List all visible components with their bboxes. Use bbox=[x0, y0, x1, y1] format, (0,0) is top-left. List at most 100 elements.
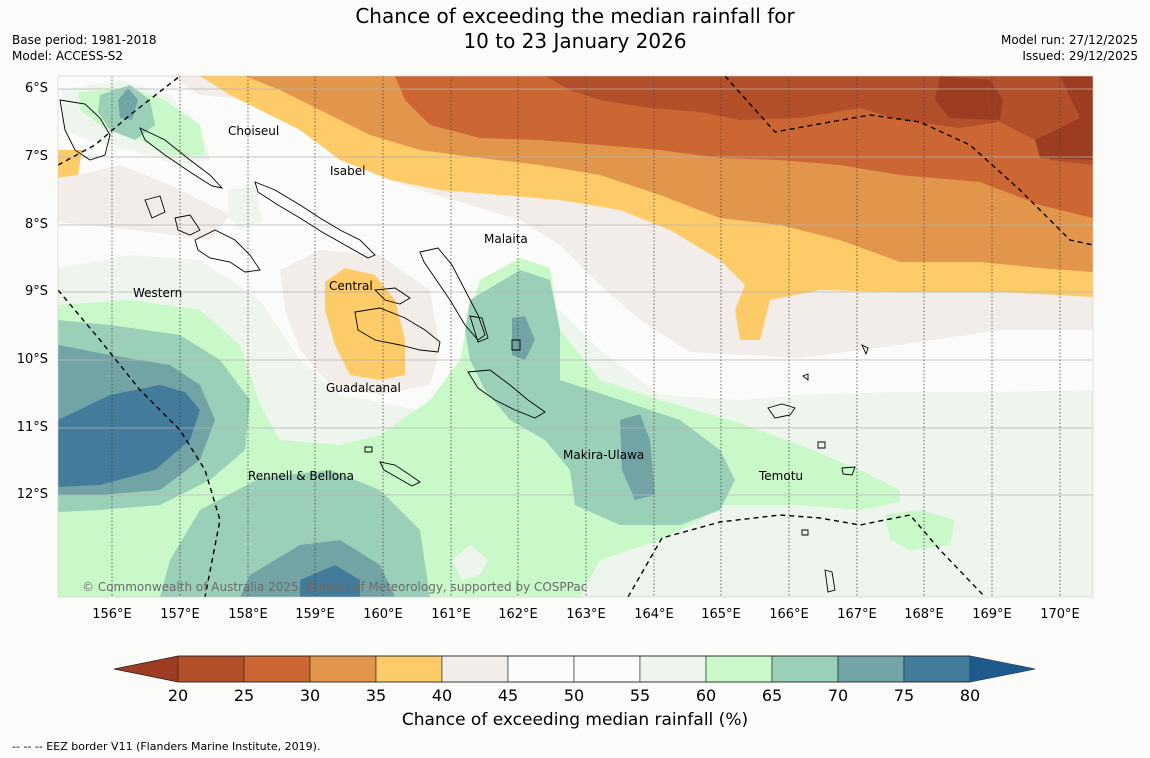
colorbar-tick-label: 35 bbox=[365, 686, 387, 705]
region-label-choiseul: Choiseul bbox=[228, 124, 280, 138]
lon-label: 159°E bbox=[295, 607, 335, 622]
colorbar-cell bbox=[771, 655, 839, 683]
colorbar-cell bbox=[573, 655, 641, 683]
lat-label: 12°S bbox=[16, 487, 48, 502]
colorbar-tick-label: 55 bbox=[629, 686, 651, 705]
malaita-island bbox=[419, 247, 486, 341]
colorbar-tick-label: 30 bbox=[299, 686, 321, 705]
contour-55-60-hole bbox=[452, 545, 488, 580]
colorbar-cell bbox=[507, 655, 575, 683]
colorbar-tick-label: 65 bbox=[761, 686, 783, 705]
eez-border bbox=[58, 76, 1093, 597]
model-name: Model: ACCESS-S2 bbox=[12, 49, 124, 63]
colorbar-cell bbox=[243, 655, 311, 683]
region-label-guadalcanal: Guadalcanal bbox=[326, 381, 401, 395]
colorbar-tick-label: 70 bbox=[827, 686, 849, 705]
colorbar-cell bbox=[639, 655, 707, 683]
florida-islands bbox=[374, 287, 411, 305]
lon-label: 161°E bbox=[431, 607, 471, 622]
colorbar-tick-label: 75 bbox=[893, 686, 915, 705]
bellona-island bbox=[364, 446, 373, 453]
choiseul-island bbox=[139, 127, 224, 189]
contour-below-20-east bbox=[1035, 76, 1093, 160]
duff-islands bbox=[861, 344, 869, 356]
lon-gridlines bbox=[111, 76, 1061, 597]
region-label-makira-ulawa: Makira-Ulawa bbox=[563, 448, 645, 462]
colorbar-cell bbox=[177, 655, 245, 683]
region-label-rennell-bellona: Rennell & Bellona bbox=[248, 469, 355, 483]
ulawa-island bbox=[511, 339, 521, 351]
base-period: Base period: 1981-2018 bbox=[12, 33, 157, 47]
colorbar-cell bbox=[837, 655, 905, 683]
rennell-island bbox=[379, 461, 421, 487]
map-frame bbox=[57, 75, 1094, 598]
colorbar-tick-label: 80 bbox=[959, 686, 981, 705]
lat-label: 6°S bbox=[24, 81, 48, 96]
colorbar-lower-arrow bbox=[114, 656, 178, 682]
region-label-isabel: Isabel bbox=[330, 164, 366, 178]
guadalcanal-island bbox=[354, 307, 441, 353]
contour-70-75-center2 bbox=[620, 414, 655, 500]
contour-60-65-east bbox=[885, 510, 955, 550]
lat-label: 10°S bbox=[16, 352, 48, 367]
colorbar-tick-label: 40 bbox=[431, 686, 453, 705]
issued-date: Issued: 29/12/2025 bbox=[1022, 49, 1138, 63]
colorbar-tick-label: 60 bbox=[695, 686, 717, 705]
colorbar-cell bbox=[309, 655, 377, 683]
eez-border-southeast bbox=[627, 514, 986, 597]
colorbar-tick-label: 50 bbox=[563, 686, 585, 705]
vanikoro-island bbox=[817, 441, 826, 449]
anuta-island bbox=[801, 529, 809, 536]
utupua-island bbox=[841, 466, 856, 476]
eez-border-west bbox=[58, 289, 221, 597]
colorbar-cells bbox=[113, 655, 1036, 683]
region-label-central: Central bbox=[329, 279, 373, 293]
title-line-2: 10 to 23 January 2026 bbox=[463, 29, 687, 53]
reef-islands bbox=[802, 373, 809, 381]
colorbar bbox=[113, 655, 1036, 683]
map-title: Chance of exceeding the median rainfall … bbox=[0, 4, 1150, 54]
islands bbox=[59, 99, 869, 593]
region-label-malaita: Malaita bbox=[484, 232, 528, 246]
lon-label: 170°E bbox=[1040, 607, 1080, 622]
new-georgia-island bbox=[174, 214, 201, 236]
small-malaita-island bbox=[469, 315, 489, 343]
colorbar-tick-label: 25 bbox=[233, 686, 255, 705]
santa-cruz-island bbox=[767, 403, 796, 419]
lon-label: 165°E bbox=[701, 607, 741, 622]
lat-label: 9°S bbox=[24, 284, 48, 299]
lon-label: 167°E bbox=[837, 607, 877, 622]
contour-35-40-central bbox=[325, 268, 405, 380]
lat-label: 8°S bbox=[24, 217, 48, 232]
isabel-island bbox=[254, 181, 376, 259]
lat-label: 7°S bbox=[24, 149, 48, 164]
copyright-notice: © Commonwealth of Australia 2025, Bureau… bbox=[82, 580, 588, 594]
lon-label: 160°E bbox=[363, 607, 403, 622]
contour-45-50-west bbox=[58, 165, 230, 240]
lon-label: 166°E bbox=[769, 607, 809, 622]
region-label-temotu: Temotu bbox=[759, 469, 804, 483]
lon-label: 158°E bbox=[228, 607, 268, 622]
contour-55-60-north-2 bbox=[228, 185, 262, 230]
eez-legend-note: -- -- -- EEZ border V11 (Flanders Marine… bbox=[12, 740, 321, 753]
colorbar-label: Chance of exceeding median rainfall (%) bbox=[401, 710, 749, 730]
makira-island bbox=[467, 369, 546, 419]
lon-label: 168°E bbox=[904, 607, 944, 622]
region-label-western: Western bbox=[133, 286, 183, 300]
meta-right: Model run: 27/12/2025 Issued: 29/12/2025 bbox=[1001, 32, 1138, 64]
meta-left: Base period: 1981-2018 Model: ACCESS-S2 bbox=[12, 32, 157, 64]
contour-75-80 bbox=[58, 385, 200, 487]
colorbar-cell bbox=[903, 655, 971, 683]
vella-lavella-island bbox=[144, 195, 166, 219]
lon-label: 169°E bbox=[972, 607, 1012, 622]
lat-label: 11°S bbox=[16, 420, 48, 435]
lon-label: 163°E bbox=[566, 607, 606, 622]
colorbar-upper-arrow bbox=[970, 656, 1035, 682]
contour-below-20 bbox=[935, 76, 1003, 120]
colorbar-cell bbox=[375, 655, 443, 683]
tikopia-island bbox=[824, 569, 836, 593]
lon-label: 157°E bbox=[160, 607, 200, 622]
colorbar-tick-label: 45 bbox=[497, 686, 519, 705]
contour-65-70-center bbox=[465, 270, 735, 525]
lon-label: 162°E bbox=[498, 607, 538, 622]
